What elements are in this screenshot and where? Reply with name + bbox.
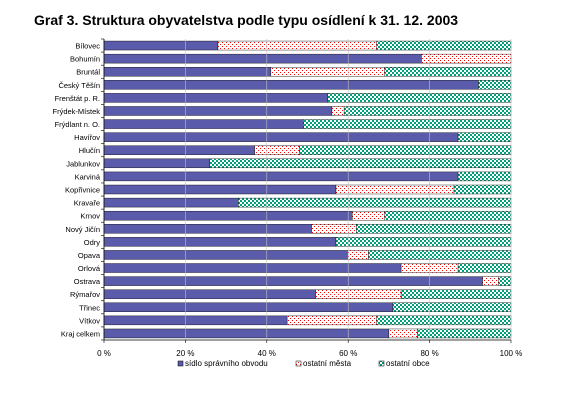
category-label: Vítkov [79, 316, 100, 325]
bar-obce [400, 289, 512, 299]
x-tick-label: 20 % [176, 349, 194, 358]
bar-obce [457, 171, 512, 182]
legend-swatch [177, 360, 184, 367]
category-label: Český Těšín [58, 81, 100, 90]
bar-mesta [311, 224, 357, 234]
bar-obce [478, 80, 512, 90]
bar-sidlo [103, 106, 333, 116]
category-label: Rýmařov [70, 290, 100, 299]
bar-sidlo [103, 237, 337, 247]
bar-sidlo [103, 119, 304, 129]
bar-obce [453, 184, 512, 195]
legend-swatch [295, 360, 302, 367]
bar-mesta [335, 184, 455, 195]
bar-obce [356, 224, 512, 234]
bar-sidlo [103, 197, 239, 208]
category-label: Orlová [78, 264, 101, 273]
bar-mesta [217, 40, 377, 51]
category-label: Hlučín [79, 146, 100, 155]
bar-sidlo [103, 171, 459, 182]
x-tick-label: 100 % [500, 349, 523, 358]
bar-sidlo [103, 302, 394, 312]
category-label: Bohumín [70, 55, 100, 64]
category-label: Bílovec [75, 42, 100, 51]
bar-sidlo [103, 276, 483, 286]
bar-obce [376, 40, 512, 51]
bar-sidlo [103, 93, 329, 103]
bar-mesta [286, 315, 377, 326]
legend-item-sidlo: sídlo správního obvodu [177, 359, 268, 368]
bar-sidlo [103, 210, 353, 221]
bar-obce [384, 210, 512, 221]
bar-obce [335, 237, 512, 247]
bar-sidlo [103, 132, 459, 142]
x-tick-label: 40 % [258, 349, 276, 358]
bar-obce [343, 106, 512, 116]
category-label: Bruntál [76, 68, 100, 77]
x-tick-label: 0 % [97, 349, 111, 358]
bar-obce [376, 315, 512, 326]
legend-swatch [378, 360, 385, 367]
category-label: Krnov [80, 212, 100, 221]
category-label: Třinec [79, 303, 100, 312]
legend-label: sídlo správního obvodu [185, 359, 268, 368]
x-tick-label: 60 % [339, 349, 357, 358]
bar-sidlo [103, 250, 349, 260]
category-label: Opava [78, 251, 101, 260]
bar-mesta [352, 210, 386, 221]
bar-sidlo [103, 80, 479, 90]
bar-obce [209, 158, 512, 169]
bar-sidlo [103, 53, 422, 64]
bar-obce [303, 119, 512, 129]
bar-mesta [315, 289, 402, 299]
bar-mesta [254, 145, 300, 155]
bar-mesta [388, 328, 418, 339]
bar-mesta [331, 106, 345, 116]
category-label: Ostrava [74, 277, 101, 286]
bar-obce [299, 145, 512, 155]
bar-obce [457, 263, 512, 273]
bar-obce [417, 328, 512, 339]
bar-sidlo [103, 315, 288, 326]
bar-sidlo [103, 40, 219, 51]
bar-mesta [421, 53, 512, 64]
bar-obce [327, 93, 512, 103]
bar-sidlo [103, 289, 316, 299]
legend-label: ostatní obce [386, 359, 430, 368]
bar-obce [392, 302, 512, 312]
bar-sidlo [103, 67, 272, 77]
category-label: Karviná [75, 172, 101, 181]
category-label: Odry [84, 238, 101, 247]
category-label: Kraj celkem [61, 329, 100, 338]
category-label: Havířov [74, 133, 100, 142]
bar-obce [457, 132, 512, 142]
bar-obce [384, 67, 512, 77]
bar-obce [368, 250, 512, 260]
category-label: Frýdlant n. O. [55, 120, 100, 129]
category-label: Nový Jičín [65, 225, 100, 234]
bar-obce [238, 197, 512, 208]
legend-label: ostatní města [303, 359, 352, 368]
bar-sidlo [103, 184, 337, 195]
bar-mesta [270, 67, 386, 77]
bar-mesta [348, 250, 369, 260]
legend-item-obce: ostatní obce [378, 359, 430, 368]
bar-obce [498, 276, 512, 286]
bar-mesta [482, 276, 499, 286]
chart-title: Graf 3. Struktura obyvatelstva podle typ… [34, 12, 459, 28]
category-label: Jablunkov [66, 159, 100, 168]
bar-sidlo [103, 224, 312, 234]
category-label: Kopřivnice [65, 186, 100, 195]
x-tick-label: 80 % [420, 349, 438, 358]
category-label: Frýdek-Místek [52, 107, 100, 116]
category-label: Frenštát p. R. [55, 94, 100, 103]
legend-item-mesta: ostatní města [295, 359, 352, 368]
bar-sidlo [103, 145, 255, 155]
bar-sidlo [103, 263, 402, 273]
category-label: Kravaře [74, 199, 100, 208]
bar-sidlo [103, 158, 211, 169]
bar-sidlo [103, 328, 390, 339]
